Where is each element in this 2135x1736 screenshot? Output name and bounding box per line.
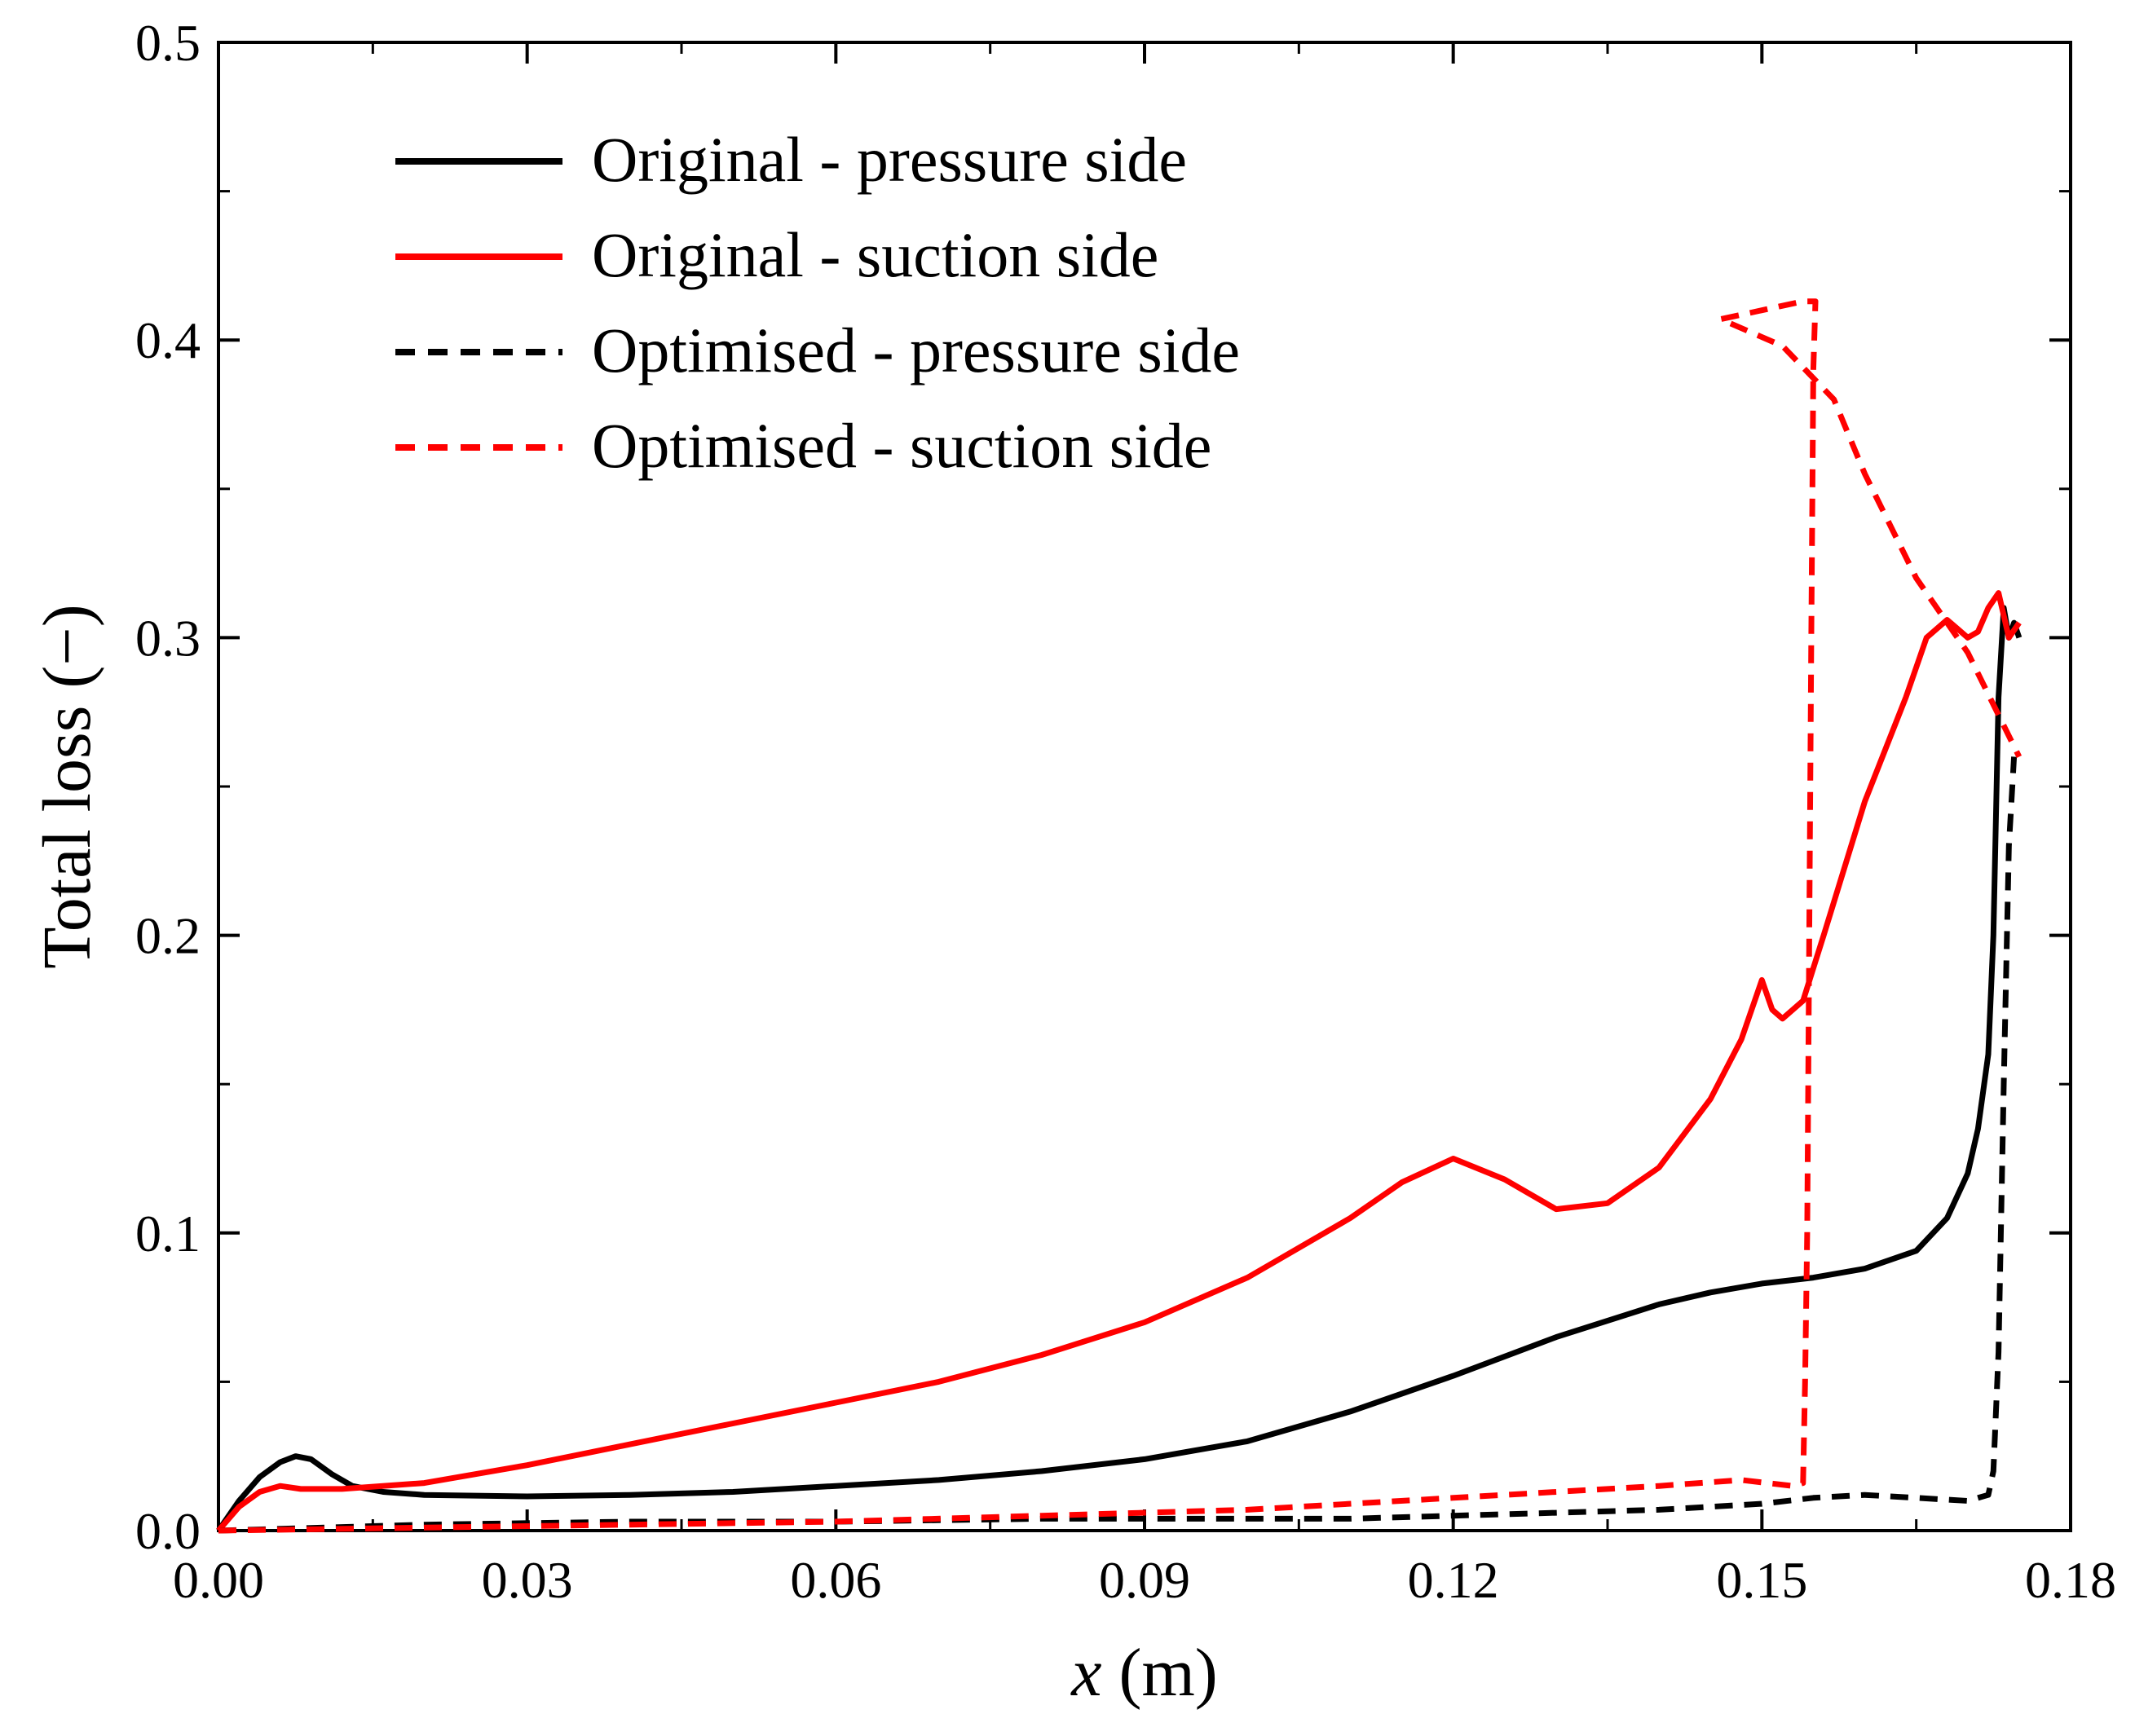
legend-label-3: Optimised - pressure side bbox=[592, 315, 1240, 386]
y-tick-label: 0.1 bbox=[135, 1205, 201, 1262]
legend: Original - pressure side Original - sucti… bbox=[395, 124, 1240, 481]
legend-label-4: Optimised - suction side bbox=[592, 410, 1211, 481]
x-tick-label: 0.06 bbox=[790, 1551, 881, 1609]
y-tick-label: 0.0 bbox=[135, 1502, 201, 1560]
y-axis-label: Total loss (−) bbox=[29, 604, 105, 968]
y-tick-label: 0.2 bbox=[135, 907, 201, 965]
x-axis-symbol: x bbox=[1070, 1635, 1101, 1711]
x-tick-label: 0.03 bbox=[482, 1551, 573, 1609]
x-tick-label: 0.18 bbox=[2025, 1551, 2116, 1609]
minor-ticks bbox=[218, 42, 2071, 1531]
series-line-4 bbox=[218, 298, 2023, 1534]
series-line-2 bbox=[216, 590, 2022, 1533]
x-tick-label: 0.12 bbox=[1408, 1551, 1499, 1609]
tick-labels: 0.00 0.03 0.06 0.09 0.12 0.15 0.18 0.0 0.1 0.2 0.3… bbox=[135, 14, 2116, 1609]
legend-label-2: Original - suction side bbox=[592, 219, 1158, 290]
series-line-3 bbox=[218, 756, 2018, 1534]
y-tick-label: 0.3 bbox=[135, 609, 201, 667]
x-axis-label: x (m) bbox=[1070, 1635, 1218, 1711]
x-tick-label: 0.15 bbox=[1716, 1551, 1807, 1609]
y-tick-label: 0.4 bbox=[135, 311, 201, 369]
x-tick-label: 0.00 bbox=[173, 1551, 264, 1609]
x-axis-unit: (m) bbox=[1102, 1635, 1218, 1711]
y-tick-label: 0.5 bbox=[135, 14, 201, 72]
series-lines bbox=[216, 298, 2023, 1534]
legend-label-1: Original - pressure side bbox=[592, 124, 1187, 195]
x-tick-label: 0.09 bbox=[1099, 1551, 1190, 1609]
series-line-1 bbox=[216, 605, 2023, 1532]
